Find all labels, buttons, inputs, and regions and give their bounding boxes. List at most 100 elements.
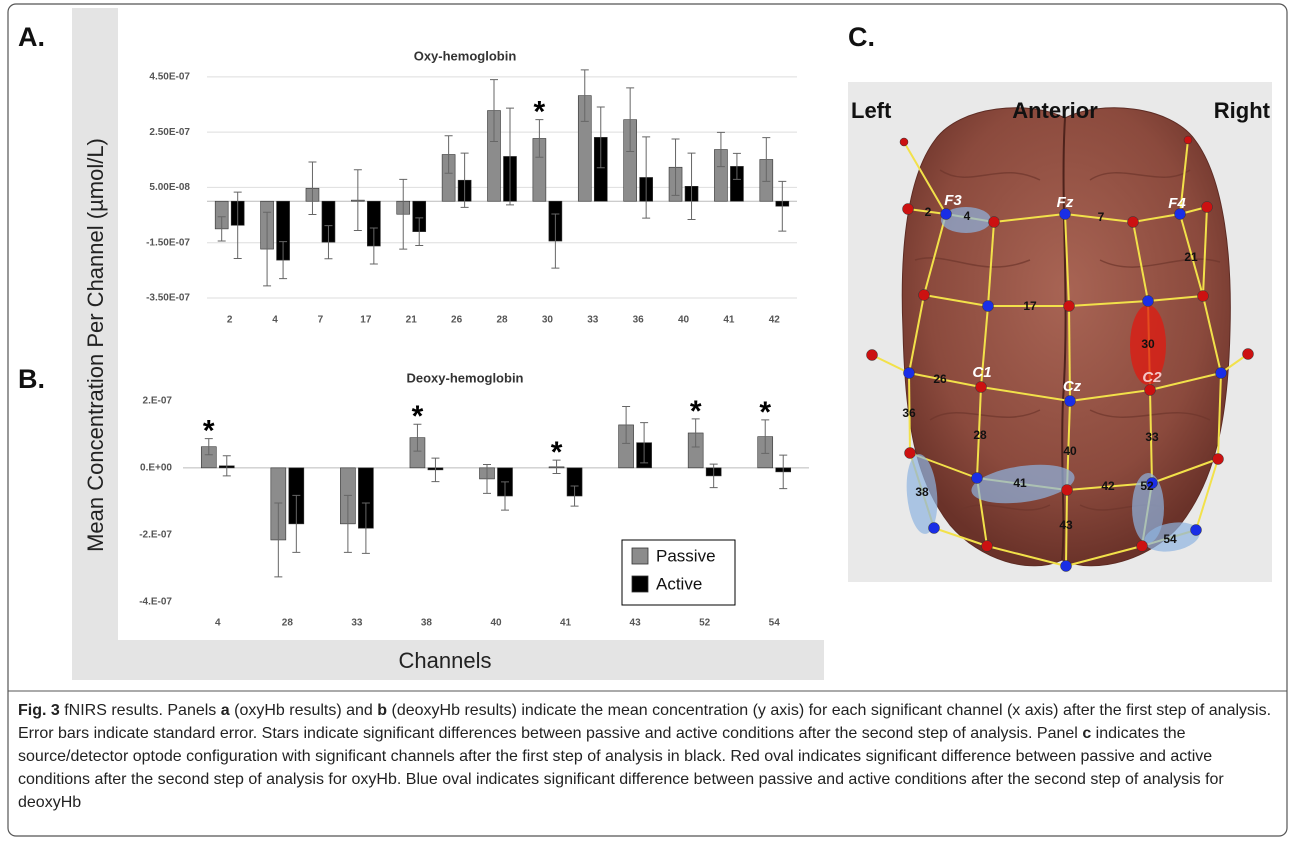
source-optode (1127, 216, 1139, 228)
error-bar (217, 216, 226, 242)
channel-label: 43 (1059, 518, 1073, 532)
optode-link (908, 372, 982, 388)
error-bar (274, 502, 283, 578)
error-bar (413, 423, 422, 452)
error-bar (709, 463, 718, 489)
caption-text: (oxyHb results) and (234, 702, 373, 719)
electrode-label: C2 (1142, 369, 1162, 386)
detector-optode (1215, 367, 1227, 379)
source-optode (1136, 540, 1148, 552)
source-optode (981, 540, 993, 552)
error-bar (570, 485, 579, 507)
brain-fissure (1061, 117, 1067, 561)
x-tick-label: 40 (490, 618, 502, 629)
deoxy-significance-oval (1144, 522, 1200, 552)
significance-star: * (759, 396, 771, 429)
error-bar (762, 137, 771, 182)
optode-link (933, 527, 988, 547)
detector-optode (1060, 560, 1072, 572)
channel-label: 7 (1098, 210, 1105, 224)
optode-link (1064, 213, 1070, 307)
y-tick-label: -1.50E-07 (146, 237, 190, 248)
optode-link (1132, 221, 1149, 302)
optode-link (1132, 213, 1181, 223)
significance-star: * (203, 415, 215, 448)
optode-link (903, 141, 947, 215)
optode-link (908, 372, 911, 454)
detector-optode (940, 208, 952, 220)
detector-optode (982, 300, 994, 312)
caption-label: Fig. 3 (18, 702, 60, 719)
legend-swatch (631, 547, 649, 565)
error-bar (324, 225, 333, 260)
caption-text: (deoxyHb results) indicate the mean conc… (18, 702, 1272, 742)
optode-link (1149, 389, 1153, 484)
optode-link (980, 305, 989, 388)
x-tick-label: 41 (723, 315, 735, 326)
optode-link (1147, 295, 1204, 302)
optode-link (1202, 295, 1222, 374)
electrode-label: Fz (1057, 194, 1074, 211)
x-tick-label: 30 (542, 315, 554, 326)
x-tick-label: 38 (421, 618, 433, 629)
error-bar (642, 136, 651, 219)
x-tick-label: 40 (678, 315, 690, 326)
detector-optode (1174, 208, 1186, 220)
y-tick-label: 5.00E-08 (149, 182, 190, 193)
electrode-label: Cz (1063, 378, 1082, 395)
channel-label: 21 (1184, 250, 1198, 264)
x-axis-label: Channels (399, 648, 492, 673)
panel-label: B. (18, 364, 45, 394)
caption: Fig. 3 fNIRS results. Panels a (oxyHb re… (18, 699, 1280, 814)
error-bar (779, 454, 788, 490)
channel-label: 30 (1141, 337, 1155, 351)
deoxy-significance-oval (1132, 473, 1164, 543)
error-bar (483, 463, 491, 494)
error-bar (353, 169, 362, 232)
detector-optode (1190, 524, 1202, 536)
x-tick-label: 26 (451, 315, 463, 326)
legend-swatch (631, 575, 649, 593)
channel-label: 28 (973, 428, 987, 442)
optode-link (1068, 300, 1149, 307)
error-bar (263, 211, 272, 287)
detector-optode (928, 522, 940, 534)
error-bar (535, 119, 544, 158)
error-bar (732, 152, 741, 180)
channel-label: 40 (1063, 444, 1077, 458)
x-tick-label: 28 (496, 315, 508, 326)
error-bar (369, 227, 378, 265)
electrode-label: F4 (1168, 195, 1186, 212)
optode-layout: Left Anterior Right F3 Fz F4 C1 Cz C2 2 4 7 21 17 30 26… (851, 98, 1271, 572)
detector-optode (971, 472, 983, 484)
error-bar (596, 106, 605, 169)
direction-label: Anterior (1012, 98, 1098, 123)
optode-link (1217, 372, 1222, 460)
channel-label: 4 (964, 209, 971, 223)
legend-label: Passive (656, 546, 716, 565)
error-bar (343, 494, 352, 553)
source-optode (902, 203, 914, 215)
caption-text: indicates the source/detector optode con… (18, 725, 1224, 811)
significance-star: * (534, 96, 546, 129)
y-tick-label: 0.E+00 (140, 462, 172, 473)
channel-label: 38 (915, 485, 929, 499)
error-bar (501, 481, 509, 511)
deoxy-significance-oval (906, 454, 938, 534)
channel-label: 36 (902, 406, 916, 420)
x-tick-label: 54 (769, 618, 781, 629)
panel-label: A. (18, 22, 45, 52)
caption-panel-ref: c (1082, 725, 1092, 742)
y-tick-label: -4.E-07 (139, 597, 172, 608)
channel-label: 54 (1163, 532, 1177, 546)
direction-label: Left (851, 98, 892, 123)
detector-optode (1146, 477, 1158, 489)
y-tick-label: 4.50E-07 (149, 71, 190, 82)
detector-optode (1064, 395, 1076, 407)
source-optode (1242, 348, 1254, 360)
caption-text: fNIRS results. Panels (64, 702, 217, 719)
source-optode (1212, 453, 1224, 465)
error-bar (233, 191, 242, 259)
source-optode (1144, 384, 1156, 396)
optode-link (993, 213, 1066, 223)
